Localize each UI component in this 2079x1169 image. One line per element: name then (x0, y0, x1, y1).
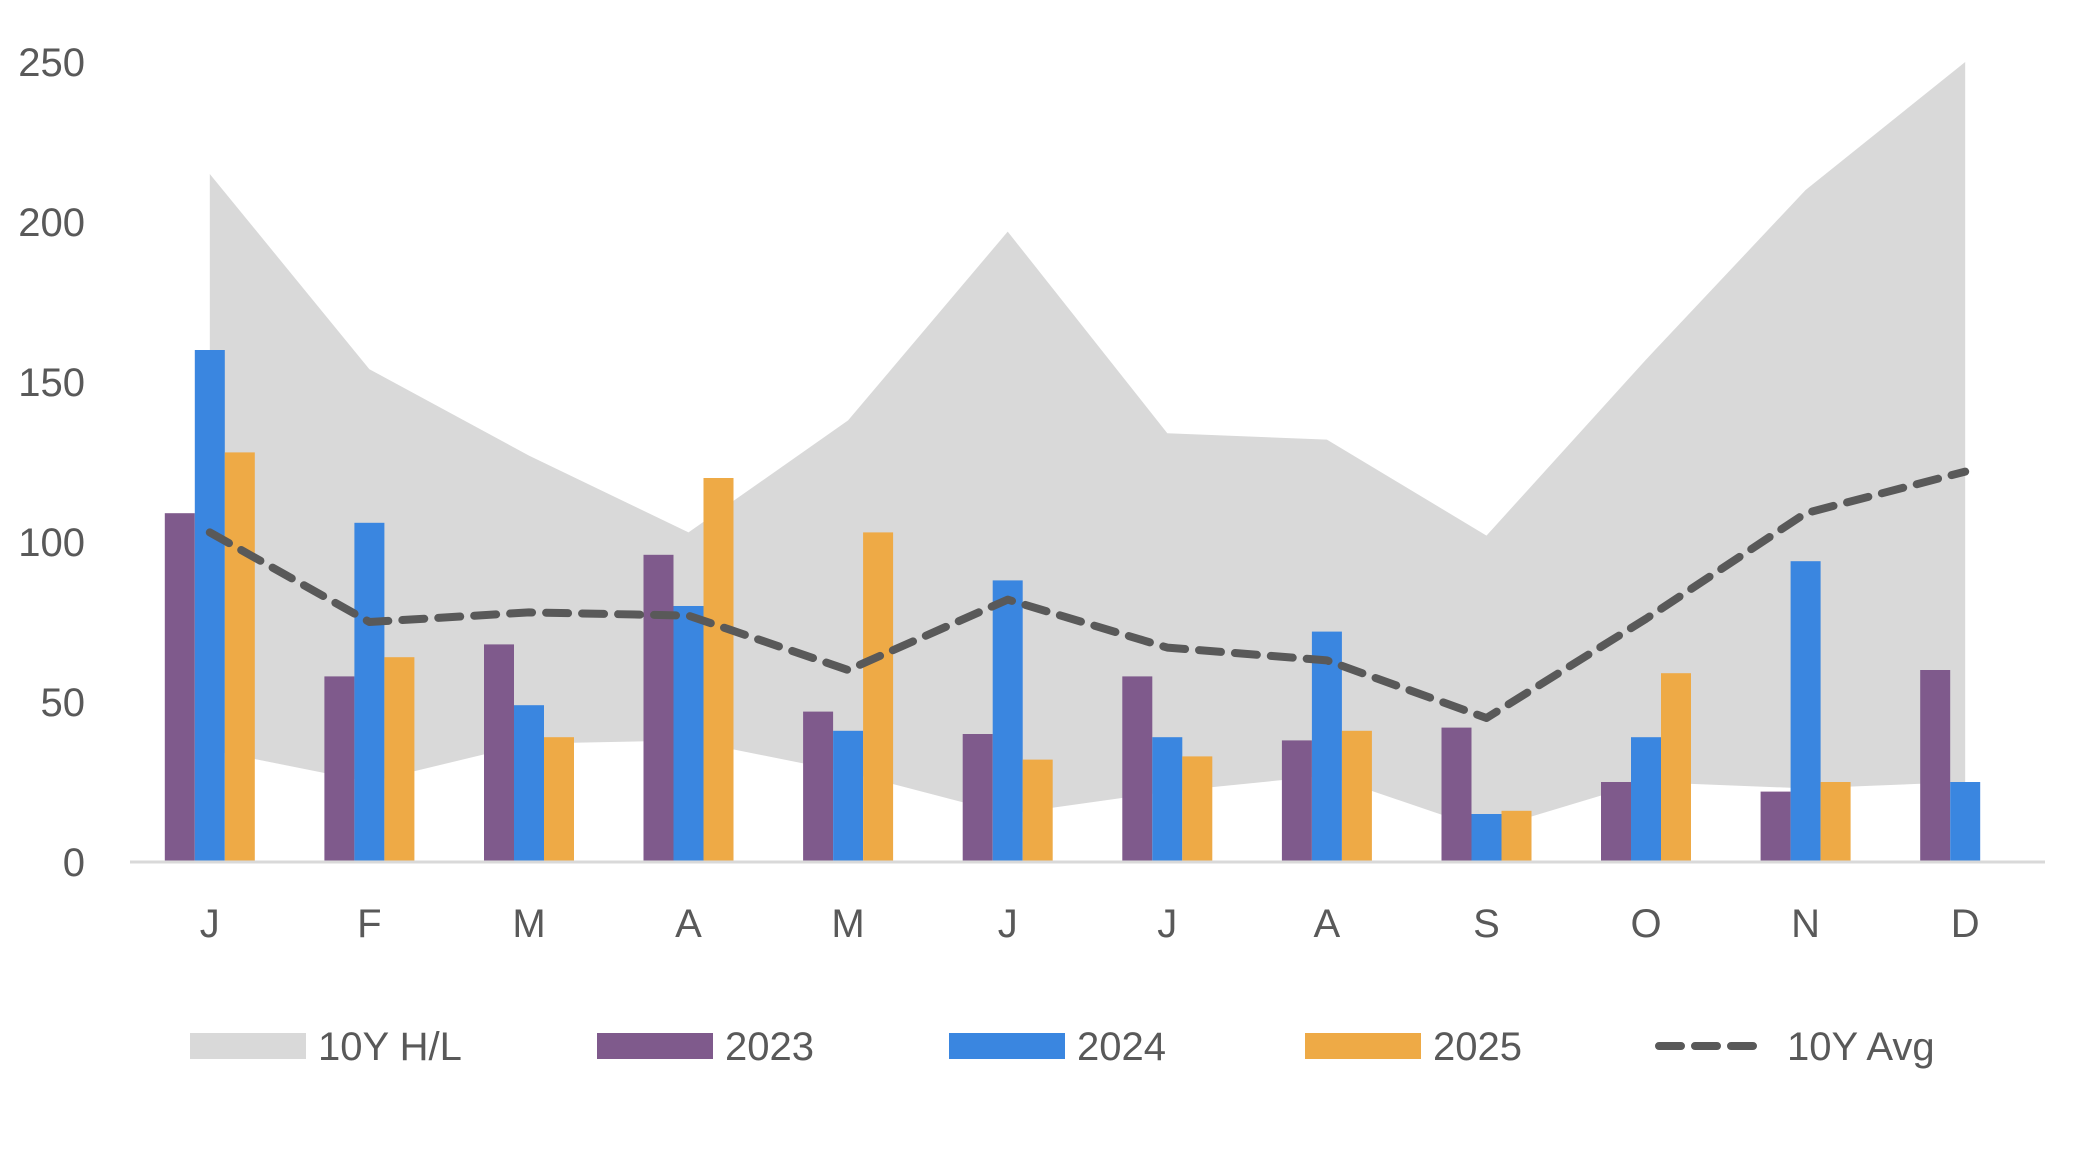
bar-2024-0 (194, 350, 225, 862)
bar-2023-5 (962, 734, 993, 862)
bar-2024-1 (354, 522, 385, 862)
bar-2023-3 (643, 554, 674, 862)
bar-2024-4 (833, 730, 864, 862)
bar-2023-1 (324, 676, 355, 862)
x-tick-label: N (1791, 902, 1820, 946)
bar-2024-9 (1631, 737, 1661, 862)
bar-2024-10 (1790, 561, 1821, 862)
x-tick-label: A (1314, 902, 1341, 946)
bar-2023-2 (484, 644, 514, 862)
x-tick-label: A (675, 902, 702, 946)
x-tick-label: J (200, 902, 220, 946)
bar-2025-2 (544, 737, 574, 862)
bar-2023-10 (1760, 791, 1791, 862)
y-tick-label: 250 (18, 41, 85, 85)
band-layer (209, 62, 1966, 830)
legend-label: 10Y Avg (1787, 1025, 1935, 1069)
bar-2024-2 (514, 705, 544, 862)
legend-label: 10Y H/L (318, 1025, 462, 1069)
legend-label: 2023 (725, 1025, 814, 1069)
bar-2025-8 (1501, 810, 1532, 862)
bar-2025-1 (384, 657, 415, 862)
legend-swatch (1305, 1033, 1421, 1059)
bar-2025-10 (1820, 782, 1851, 862)
bar-2025-9 (1661, 673, 1691, 862)
avg-line (205, 467, 1970, 722)
bar-2023-6 (1122, 676, 1153, 862)
x-tick-label: M (512, 902, 545, 946)
bar-2025-3 (703, 478, 734, 862)
bar-2024-5 (992, 580, 1023, 862)
y-tick-label: 200 (18, 201, 85, 245)
legend-label: 2024 (1077, 1025, 1166, 1069)
legend-swatch (597, 1033, 713, 1059)
bar-2025-6 (1182, 756, 1213, 862)
legend-swatch (190, 1033, 306, 1059)
bar-2023-9 (1601, 782, 1631, 862)
bar-2023-4 (803, 711, 834, 862)
x-tick-label: M (831, 902, 864, 946)
axis-layer: 0 50 100 150 200 250 J F M A M J J A S O N D (18, 41, 2045, 946)
bar-layer (164, 350, 1981, 862)
line-layer (205, 467, 1970, 722)
y-tick-label: 100 (18, 521, 85, 565)
bar-2023-0 (164, 513, 195, 862)
x-tick-label: S (1473, 902, 1500, 946)
bar-2023-7 (1281, 740, 1312, 862)
bar-2024-6 (1152, 737, 1183, 862)
bar-2025-0 (224, 452, 255, 862)
x-tick-label: D (1951, 902, 1980, 946)
y-tick-label: 150 (18, 361, 85, 405)
x-tick-label: J (1157, 902, 1177, 946)
legend-swatch (949, 1033, 1065, 1059)
bar-2024-11 (1950, 782, 1981, 862)
band-area (209, 62, 1966, 830)
legend-label: 2025 (1433, 1025, 1522, 1069)
bar-2024-3 (673, 606, 704, 862)
y-tick-label: 50 (41, 681, 86, 725)
bar-2025-4 (863, 532, 894, 862)
bar-2024-7 (1311, 631, 1342, 862)
y-tick-label: 0 (63, 841, 85, 885)
bar-2024-8 (1471, 814, 1502, 862)
x-tick-label: J (998, 902, 1018, 946)
bar-2025-7 (1341, 730, 1372, 862)
x-tick-label: O (1630, 902, 1661, 946)
bar-2023-8 (1441, 727, 1472, 862)
bar-2023-11 (1920, 670, 1951, 862)
bar-2025-5 (1022, 759, 1053, 862)
x-tick-label: F (357, 902, 381, 946)
legend: 10Y H/L 2023 2024 2025 10Y Avg (190, 1025, 1935, 1069)
